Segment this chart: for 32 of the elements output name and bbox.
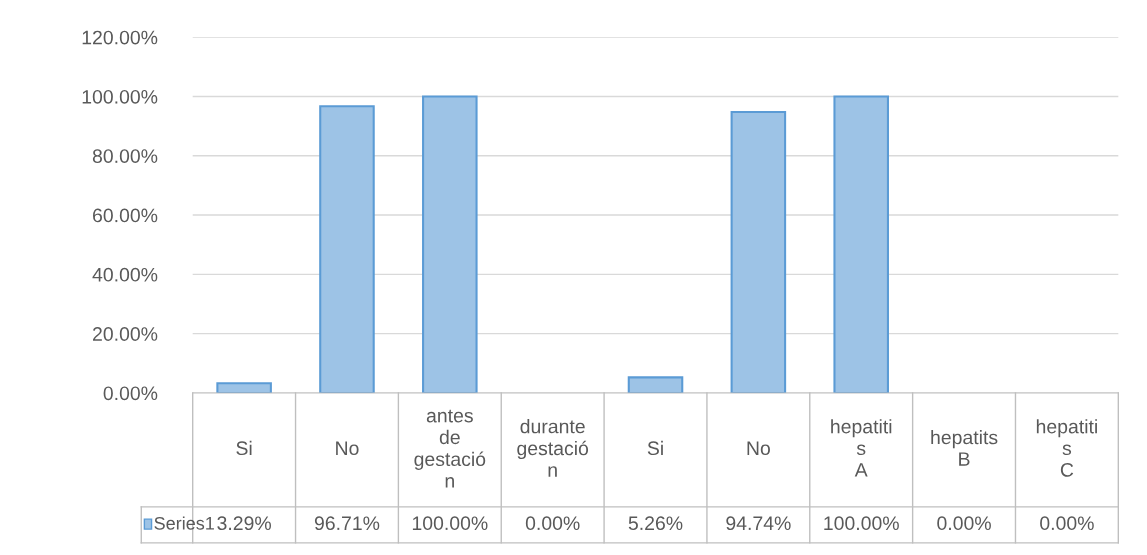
- y-tick-label: 0.00%: [103, 386, 158, 401]
- data-label: 94.74%: [726, 516, 791, 531]
- bar: [422, 95, 478, 393]
- y-tick-label: 60.00%: [93, 208, 158, 223]
- data-label: 96.71%: [314, 516, 380, 531]
- data-label: 100.00%: [412, 516, 488, 531]
- bar: [216, 382, 272, 393]
- y-tick-label: 80.00%: [92, 149, 158, 164]
- bar: [730, 111, 787, 393]
- data-label: 0.00%: [525, 516, 580, 531]
- data-label: 5.26%: [628, 516, 683, 531]
- bar: [627, 376, 684, 393]
- data-label: 100.00%: [824, 516, 899, 531]
- x-tick-label: No: [336, 441, 359, 456]
- x-tick-label: durante gestación: [517, 419, 589, 477]
- x-tick-label: hepatitis C: [1036, 419, 1097, 477]
- x-tick-label: antes de gestación: [414, 409, 486, 488]
- x-tick-label: hepatitis A: [831, 419, 892, 477]
- bar: [319, 105, 375, 393]
- x-tick-label: Si: [647, 440, 663, 456]
- data-label: 3.29%: [217, 516, 271, 531]
- y-tick-label: 20.00%: [93, 327, 158, 341]
- y-tick-label: 100.00%: [82, 89, 158, 104]
- y-tick-label: 40.00%: [92, 267, 158, 282]
- x-tick-label: No: [747, 441, 770, 456]
- data-label: 0.00%: [937, 516, 991, 531]
- legend-label: Series1: [154, 516, 214, 530]
- y-tick-label: 120.00%: [82, 30, 158, 45]
- x-tick-label: Si: [236, 440, 252, 456]
- bar: [833, 95, 889, 393]
- data-label: 0.00%: [1040, 516, 1094, 531]
- x-tick-label: hepatits B: [931, 430, 998, 466]
